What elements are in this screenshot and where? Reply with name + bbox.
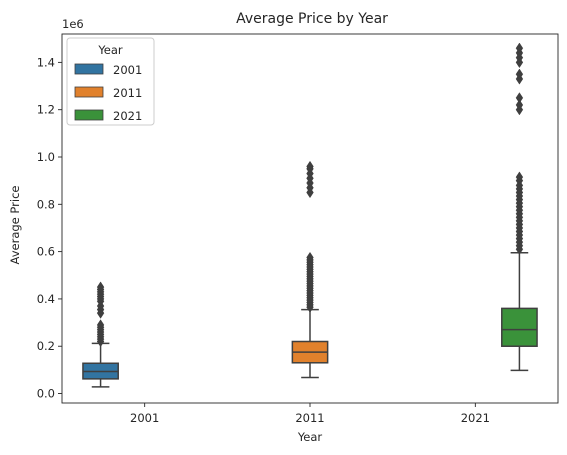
box-2021 [501,42,538,372]
legend-title: Year [97,43,123,57]
outlier-point [515,99,524,111]
x-tick-label: 2021 [461,411,490,425]
box-2011 [291,160,329,379]
y-tick-label: 0.0 [37,387,55,401]
plot-area [82,42,538,388]
outlier-point [96,319,105,331]
legend-label: 2011 [113,86,142,100]
outlier-point [515,171,524,183]
iqr-box [501,307,538,347]
y-tick-label: 0.8 [37,197,55,211]
y-tick-label: 0.2 [37,339,55,353]
legend-label: 2021 [113,109,142,123]
outlier-point [96,281,105,293]
y-tick-label: 1.4 [37,55,55,69]
legend-swatch [74,109,104,121]
y-scale-label: 1e6 [62,17,84,31]
outlier-point [515,42,524,54]
legend-frame [66,37,155,126]
outlier-point [515,68,524,80]
y-tick-label: 1.0 [37,150,55,164]
x-tick-label: 2011 [295,411,324,425]
y-tick-label: 0.4 [37,292,55,306]
axes: 0.0 0.2 0.4 0.6 0.8 1.0 1.2 1.4 2001 2011 2021 [37,33,559,425]
legend-label: 2001 [113,63,142,77]
chart-title: Average Price by Year [236,11,388,27]
outlier-point [306,160,314,173]
outlier-point [306,251,314,264]
y-axis-label: Average Price [8,186,22,265]
outlier-point [515,92,524,104]
y-tick-label: 1.2 [37,103,55,117]
box-2001 [82,281,119,388]
x-tick-label: 2001 [130,411,159,425]
legend-swatch [74,86,104,98]
x-axis-label: Year [297,430,323,444]
legend-swatch [74,63,104,75]
legend: Year 2001 2011 2021 [66,37,155,126]
y-tick-label: 0.6 [37,245,55,259]
